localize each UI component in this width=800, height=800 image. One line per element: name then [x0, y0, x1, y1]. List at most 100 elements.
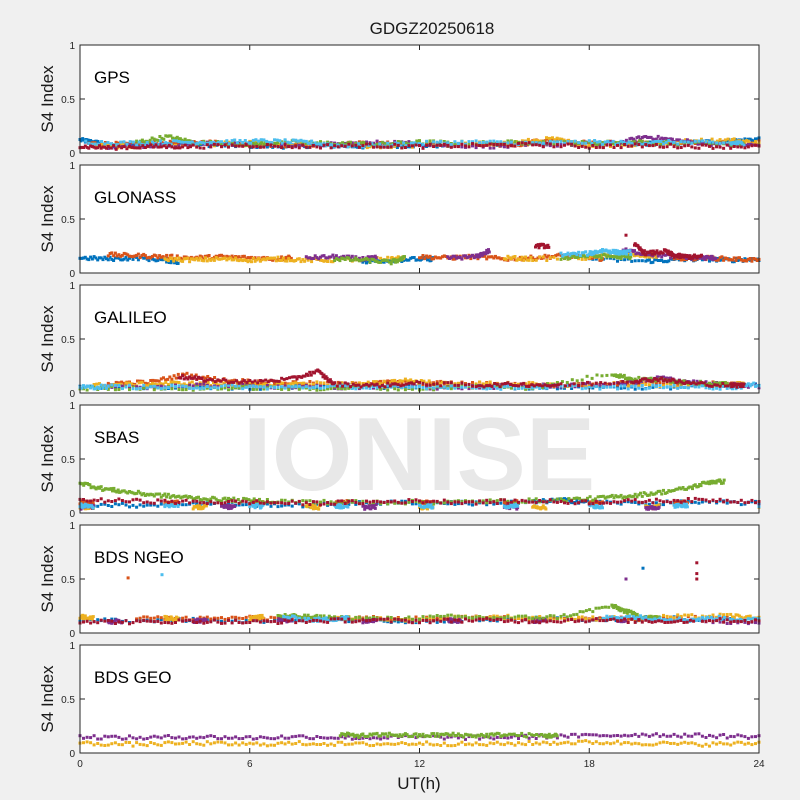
plot-area [80, 285, 759, 393]
data-point [599, 381, 603, 385]
data-point [191, 143, 195, 147]
data-point [362, 141, 366, 145]
data-point [159, 384, 163, 388]
data-point [103, 142, 107, 146]
data-point [391, 382, 395, 386]
data-point [404, 141, 408, 145]
data-point [124, 252, 128, 256]
data-point [700, 384, 704, 388]
data-point [534, 245, 537, 249]
data-point [177, 384, 181, 388]
data-point [205, 498, 209, 502]
data-point [304, 145, 308, 149]
data-point [122, 257, 126, 261]
data-point [143, 256, 147, 260]
data-point [243, 139, 247, 142]
data-point [731, 260, 734, 264]
data-point [409, 378, 413, 382]
data-point [158, 257, 162, 261]
data-point [115, 490, 119, 494]
data-point [306, 256, 310, 260]
data-point [531, 256, 535, 260]
data-point [380, 382, 383, 386]
data-point [200, 377, 204, 380]
data-point [681, 258, 685, 262]
data-point [644, 383, 648, 387]
data-point [289, 256, 293, 260]
data-point [257, 499, 261, 503]
data-point [471, 381, 474, 384]
data-point [672, 145, 676, 149]
data-point [752, 141, 756, 145]
data-point [122, 140, 126, 144]
data-point [312, 506, 316, 510]
data-point [692, 381, 696, 385]
data-point [715, 141, 719, 145]
data-point [92, 145, 96, 149]
data-point [718, 499, 722, 503]
data-point [234, 144, 238, 148]
data-point [380, 140, 384, 144]
data-point [427, 379, 431, 383]
data-point [595, 373, 599, 377]
data-point [288, 376, 291, 380]
data-point [571, 140, 575, 144]
data-point [755, 137, 759, 141]
data-point [495, 256, 499, 260]
data-point [368, 386, 372, 390]
data-point [182, 255, 186, 259]
data-point [685, 140, 688, 143]
data-point [296, 139, 300, 143]
data-point [111, 489, 114, 493]
data-point [669, 256, 673, 260]
data-point [605, 499, 609, 503]
y-tick-label: 1 [69, 161, 75, 172]
data-point [140, 138, 144, 142]
data-point [524, 257, 528, 261]
data-point [311, 503, 314, 507]
data-point [294, 144, 298, 148]
data-point [274, 141, 278, 145]
data-point [614, 373, 618, 377]
data-point [306, 141, 310, 145]
data-point [593, 142, 597, 146]
data-point [672, 257, 676, 261]
data-point [746, 137, 750, 141]
data-point [456, 145, 460, 149]
data-point [181, 388, 185, 392]
data-point [186, 146, 190, 150]
data-point [281, 256, 285, 260]
data-point [88, 483, 92, 487]
data-point [383, 142, 387, 146]
data-point [209, 386, 213, 390]
data-point [248, 256, 252, 260]
data-point [511, 141, 515, 145]
data-point [238, 139, 242, 142]
data-point [630, 377, 634, 381]
data-point [704, 143, 708, 147]
data-point [407, 381, 411, 385]
data-point [119, 382, 123, 386]
data-point [702, 383, 706, 387]
data-point [237, 255, 241, 259]
data-point [748, 384, 752, 388]
data-point [159, 142, 163, 146]
data-point [315, 386, 319, 390]
data-point [158, 135, 162, 138]
data-point [313, 504, 317, 508]
data-point [170, 494, 174, 498]
data-point [616, 387, 619, 391]
data-point [383, 385, 387, 389]
data-point [359, 258, 363, 262]
data-point [195, 496, 199, 500]
data-point [679, 146, 683, 149]
data-point [614, 255, 618, 259]
data-point [372, 505, 375, 509]
data-point [725, 143, 729, 147]
data-point [660, 258, 664, 262]
data-point [692, 379, 696, 383]
data-point [400, 258, 404, 262]
data-point [379, 260, 383, 264]
data-point [113, 388, 117, 392]
data-point [315, 143, 319, 147]
